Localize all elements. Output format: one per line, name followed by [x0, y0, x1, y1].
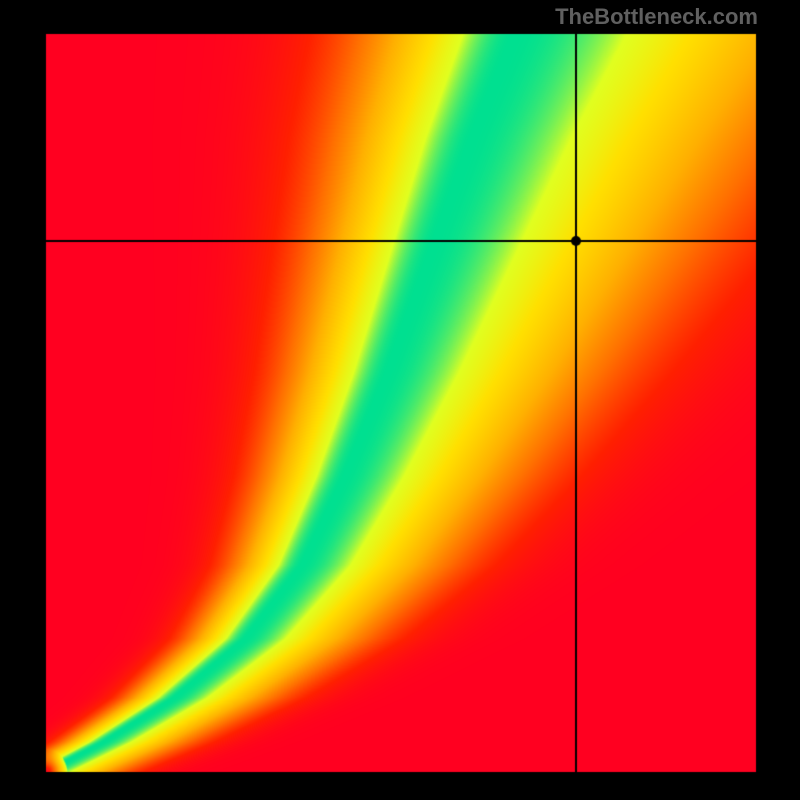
attribution-label: TheBottleneck.com	[555, 4, 758, 30]
bottleneck-heatmap	[0, 0, 800, 800]
chart-container: TheBottleneck.com	[0, 0, 800, 800]
